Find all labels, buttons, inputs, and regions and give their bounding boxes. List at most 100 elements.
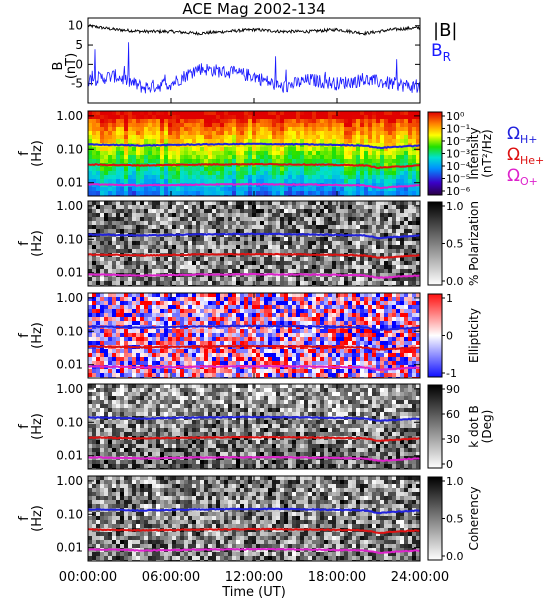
field-y-tick-label: -5 [71, 77, 83, 91]
field-y-tick-label: 0 [75, 57, 83, 71]
colorbar [427, 293, 443, 378]
y-tick-label: 0.01 [56, 176, 83, 190]
chart-title: ACE Mag 2002-134 [182, 0, 325, 18]
colorbar-label: % Polarization [467, 201, 481, 286]
series-line-abs-b [88, 23, 420, 36]
x-tick-label: 18:00:00 [308, 570, 366, 585]
colorbar-tick-label: 10⁻⁶ [446, 185, 471, 198]
heatmap-cells [88, 476, 420, 561]
y-axis-label-hz: (Hz) [30, 230, 45, 257]
series-line-omega-h-line [88, 415, 420, 422]
y-tick-label: 0.01 [56, 358, 83, 372]
x-tick-label: 12:00:00 [225, 570, 283, 585]
y-tick-label: 1.00 [56, 291, 83, 305]
y-tick-label: 0.01 [56, 541, 83, 555]
colorbar-label: Intensity [467, 127, 481, 179]
cyclotron-legend: ΩH+ ΩHe+ ΩO+ [507, 124, 544, 188]
series-line-omega-h-line [88, 142, 420, 149]
y-tick-label: 1.00 [56, 382, 83, 396]
y-axis-label-f: f [17, 516, 32, 521]
y-axis-label-f: f [17, 333, 32, 338]
x-axis: 00:00:00 06:00:00 12:00:00 18:00:00 24:00:00 [59, 570, 449, 585]
y-tick-label: 0.01 [56, 449, 83, 463]
spectrogram-panel-2: 1.00 0.10 0.01 f(Hz) 1.0 0.5 0.0% Polarization [17, 199, 481, 288]
series-line-omega-he-line [88, 435, 420, 443]
y-axis-label-hz: (Hz) [30, 322, 45, 349]
x-tick-label: 06:00:00 [142, 570, 200, 585]
series-line-omega-o-line [88, 182, 420, 190]
series-line-omega-h-line [88, 507, 420, 515]
spectrogram-panel-3: 1.00 0.10 0.01 f(Hz) 1 0 -1 Ellipticity [17, 291, 481, 380]
legend-item-br: BR [431, 41, 451, 64]
y-tick-label: 1.00 [56, 199, 83, 213]
y-axis-label-f: f [17, 424, 32, 429]
y-tick-label: 1.00 [56, 474, 83, 488]
colorbar-tick-label: 0.0 [446, 550, 464, 563]
legend: |B| BR [431, 20, 457, 64]
colorbar-tick-label: 30 [446, 433, 460, 446]
colorbar-tick-label: 10⁻⁵ [446, 173, 470, 186]
legend-omega-h: ΩH+ [507, 124, 538, 146]
colorbar [427, 384, 443, 469]
y-tick-label: 0.10 [56, 415, 83, 429]
y-axis-label-hz: (Hz) [30, 505, 45, 532]
colorbar-tick-label: 1.0 [446, 200, 464, 213]
y-tick-label: 0.10 [56, 324, 83, 338]
colorbar-tick-label: -1 [446, 367, 457, 380]
colorbar-tick-label: 0 [446, 458, 453, 471]
y-tick-label: 0.10 [56, 142, 83, 156]
colorbar-tick-label: 0.5 [446, 513, 464, 526]
colorbar-tick-label: 60 [446, 408, 460, 421]
series-line-br [88, 42, 420, 94]
colorbar-tick-label: 0.5 [446, 238, 464, 251]
colorbar [427, 476, 443, 561]
colorbar-label: k dot B [467, 405, 481, 447]
colorbar-tick-label: 0 [446, 330, 453, 343]
colorbar-tick-label: 1.0 [446, 475, 464, 488]
field-y-tick-label: 10 [68, 19, 83, 33]
y-axis-label-hz: (Hz) [30, 140, 45, 167]
field-y-axis-label-b: B [51, 62, 66, 71]
colorbar-label: Coherency [467, 486, 481, 550]
x-tick-label: 24:00:00 [391, 570, 449, 585]
colorbar-tick-label: 10⁰ [446, 110, 465, 123]
colorbar-tick-label: 1 [446, 292, 453, 305]
x-axis-label: Time (UT) [221, 585, 286, 600]
legend-omega-he: ΩHe+ [507, 145, 544, 167]
series-line-omega-he-line [88, 344, 420, 352]
colorbar-label: (Deg) [480, 410, 494, 444]
series-line-omega-o-line [88, 272, 420, 280]
colorbar-label: (nT²/Hz) [480, 129, 494, 177]
series-line-omega-he-line [88, 527, 420, 535]
field-panel-frame [87, 17, 421, 104]
x-tick-label: 00:00:00 [59, 570, 117, 585]
y-tick-label: 1.00 [56, 109, 83, 123]
field-y-axis-label-unit: (nT) [64, 53, 79, 79]
series-line-omega-he-line [88, 252, 420, 259]
y-axis-label-f: f [17, 241, 32, 246]
colorbar-tick-label: 10⁻¹ [446, 123, 470, 136]
heatmap-cells [88, 293, 420, 378]
colorbar [427, 201, 443, 286]
series-line-omega-o-line [88, 547, 420, 555]
colorbar-tick-label: 10⁻³ [446, 148, 470, 161]
legend-item-abs-b: |B| [433, 20, 457, 41]
series-line-omega-o-line [88, 364, 420, 372]
legend-item-br-sub: R [443, 50, 451, 64]
colorbar-tick-label: 0.0 [446, 275, 464, 288]
spectrogram-panel-1: 1.00 0.10 0.01 f(Hz) 10⁰10⁻¹10⁻²10⁻³10⁻⁴10⁻⁵… [17, 109, 494, 198]
series-line-omega-h-line [88, 324, 420, 332]
y-tick-label: 0.01 [56, 266, 83, 280]
colorbar-label: Ellipticity [467, 308, 481, 363]
series-line-omega-he-line [88, 162, 420, 169]
spectrogram-panel-4: 1.00 0.10 0.01 f(Hz) 90 60 30 0 k dot B (Deg) [17, 382, 494, 471]
colorbar-tick-label: 90 [446, 383, 460, 396]
colorbar-tick-label: 10⁻² [446, 135, 470, 148]
colorbar [427, 111, 443, 196]
y-tick-label: 0.10 [56, 507, 83, 521]
y-axis-label-hz: (Hz) [30, 413, 45, 440]
y-axis-label-f: f [17, 151, 32, 156]
